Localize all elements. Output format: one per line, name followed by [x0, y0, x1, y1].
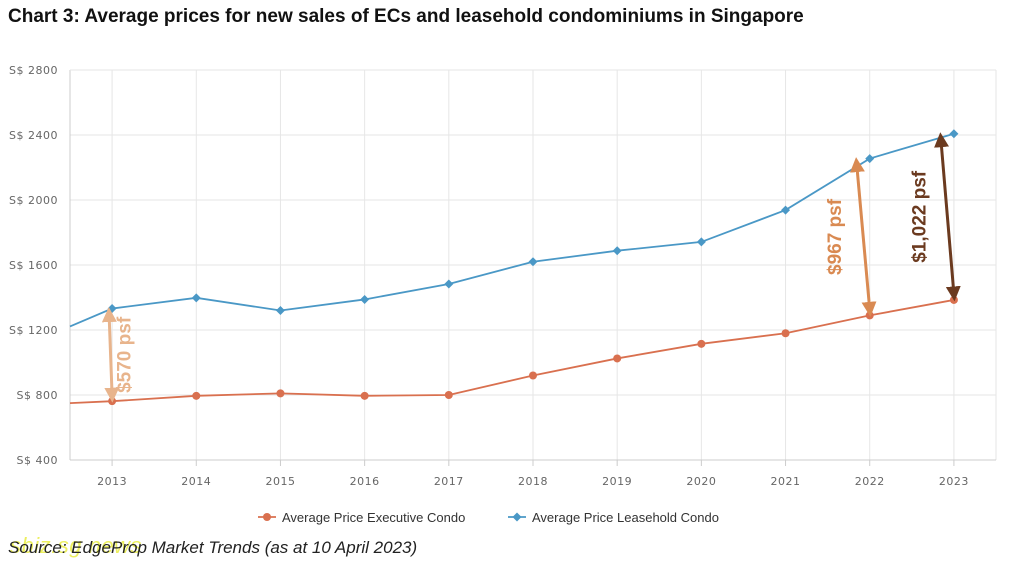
difference-label: $1,022 psf [909, 170, 930, 263]
data-point [360, 391, 369, 400]
data-point [865, 311, 874, 320]
data-point [696, 237, 706, 247]
legend-marker [512, 512, 522, 522]
data-point [697, 339, 706, 348]
series-lines [69, 129, 959, 406]
data-point [529, 371, 537, 380]
difference-arrow [849, 157, 877, 317]
x-tick-label: 2021 [771, 475, 801, 488]
data-point [276, 389, 285, 398]
y-tick-label: S$ 2000 [9, 194, 58, 207]
data-point [444, 391, 453, 399]
x-tick-label: 2016 [350, 475, 380, 488]
data-point [528, 257, 538, 267]
series-line-1 [69, 299, 955, 405]
series-line-2 [69, 132, 955, 328]
legend-label: Average Price Executive Condo [282, 510, 465, 525]
legend-marker [263, 513, 271, 521]
data-point [191, 293, 201, 303]
chart-title: Chart 3: Average prices for new sales of… [8, 6, 804, 27]
x-tick-label: 2017 [434, 475, 464, 488]
data-point [781, 205, 791, 215]
data-point [949, 129, 959, 139]
y-tick-label: S$ 1600 [9, 259, 58, 272]
data-point [612, 246, 622, 256]
source-note: Source: EdgeProp Market Trends (as at 10… [8, 538, 418, 557]
y-tick-label: S$ 400 [17, 454, 58, 467]
y-tick-label: S$ 2800 [9, 64, 58, 77]
difference-arrow [101, 307, 120, 403]
x-tick-label: 2020 [686, 475, 716, 488]
x-tick-label: 2023 [939, 475, 969, 488]
axes: S$ 400 S$ 800 S$ 1200 S$ 1600 S$ 2000 S$ 2400… [9, 64, 997, 488]
annotations: $570 psf $967 psf $1,022 psf [101, 132, 961, 403]
x-tick-label: 2019 [602, 475, 632, 488]
difference-label: $967 psf [825, 198, 846, 275]
data-point [192, 391, 201, 400]
data-point [444, 279, 454, 289]
data-point [613, 354, 622, 363]
x-tick-label: 2013 [97, 475, 127, 488]
y-tick-label: S$ 1200 [9, 324, 58, 337]
legend: Average Price Executive Condo Average Pri… [258, 510, 719, 525]
data-point [107, 304, 117, 314]
legend-label: Average Price Leasehold Condo [532, 510, 719, 525]
data-point [108, 397, 117, 406]
x-tick-label: 2022 [855, 475, 885, 488]
x-tick-label: 2018 [518, 475, 548, 488]
data-point [781, 329, 790, 338]
y-tick-label: S$ 800 [17, 389, 58, 402]
x-tick-label: 2014 [181, 475, 211, 488]
data-point [360, 294, 370, 304]
data-point [949, 295, 958, 304]
watermark-text: sbiz.sg news [10, 533, 142, 558]
difference-label: $570 psf [115, 316, 136, 393]
x-tick-label: 2015 [265, 475, 295, 488]
y-tick-label: S$ 2400 [9, 129, 58, 142]
data-point [275, 306, 285, 315]
data-point [865, 154, 875, 164]
difference-arrow [934, 132, 961, 302]
